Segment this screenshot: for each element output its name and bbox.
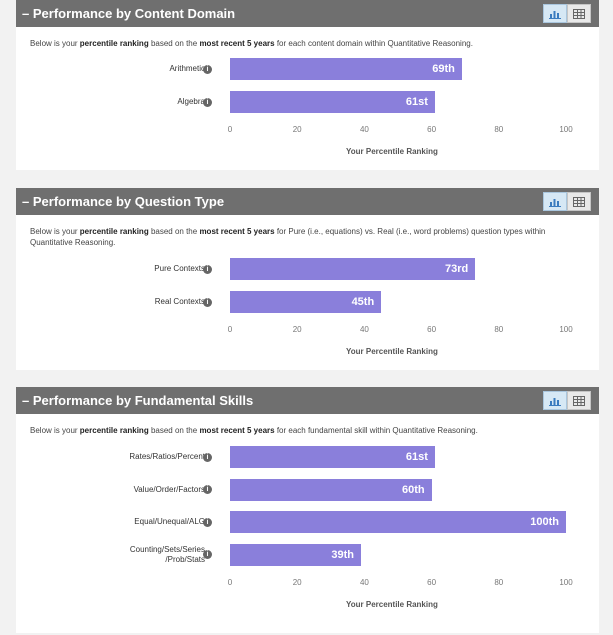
section-title: Performance by Content Domain	[32, 6, 236, 21]
bar[interactable]: 60th	[230, 478, 432, 501]
section-description: Below is your percentile ranking based o…	[30, 426, 478, 435]
view-toggle	[543, 192, 591, 211]
category-label: Real Contexts	[154, 297, 205, 306]
x-tick-label: 80	[494, 577, 504, 587]
info-icon[interactable]: i	[203, 517, 212, 527]
x-tick-label: 0	[227, 125, 233, 134]
percentile-chart: Pure Contexts i 73rd Real Contexts i 45th 0 20 4…	[16, 188, 599, 370]
x-tick-label: 0	[227, 325, 233, 334]
bar[interactable]: 73rd	[230, 258, 476, 280]
x-axis-label: Your Percentile Ranking	[346, 347, 438, 356]
section-fundamental-skills: – Performance by Fundamental Skills Belo…	[16, 387, 599, 633]
x-tick-label: 60	[427, 125, 437, 134]
bar-value-label: 61st	[405, 451, 428, 463]
category-label: Pure Contexts	[154, 264, 205, 273]
info-icon[interactable]: i	[203, 452, 212, 462]
section-header[interactable]: – Performance by Content Domain	[16, 0, 599, 27]
x-tick-label: 100	[559, 325, 573, 334]
table-view-button[interactable]	[567, 391, 591, 410]
chart-view-button[interactable]	[543, 192, 567, 211]
x-tick-label: 60	[427, 325, 437, 334]
bar[interactable]: 61st	[230, 446, 435, 468]
section-description: Below is your percentile ranking based o…	[30, 39, 473, 48]
table-view-button[interactable]	[567, 4, 591, 23]
percentile-chart: Arithmetic i 69th Algebra i 61st 0 20 40 60 80 100 Y…	[16, 0, 599, 170]
x-tick-label: 80	[494, 125, 504, 134]
view-toggle	[543, 391, 591, 410]
section-header[interactable]: – Performance by Fundamental Skills	[16, 387, 599, 414]
x-axis-label: Your Percentile Ranking	[346, 599, 438, 609]
collapse-icon[interactable]: –	[22, 393, 30, 408]
section-description: Below is your percentile ranking based o…	[30, 227, 546, 247]
table-icon	[573, 8, 585, 19]
info-icon[interactable]: i	[203, 550, 212, 559]
bar-chart-icon	[549, 397, 561, 406]
category-label: Value/Order/Factors	[133, 484, 205, 494]
table-icon	[573, 395, 585, 406]
view-toggle	[543, 4, 591, 23]
info-icon[interactable]: i	[203, 64, 212, 74]
x-tick-label: 100	[559, 125, 573, 134]
category-label: Arithmetic	[169, 64, 205, 73]
section-title: Performance by Question Type	[32, 194, 225, 209]
x-tick-label: 20	[292, 325, 302, 334]
x-tick-label: 40	[359, 125, 369, 134]
x-tick-label: 100	[559, 577, 573, 587]
section-content-domain: – Performance by Content Domain Below is…	[16, 0, 599, 170]
x-tick-label: 20	[292, 577, 302, 587]
bar-value-label: 73rd	[445, 263, 469, 275]
bar-value-label: 39th	[331, 548, 355, 561]
x-axis-label: Your Percentile Ranking	[346, 147, 438, 156]
info-icon[interactable]: i	[203, 297, 212, 307]
collapse-icon[interactable]: –	[22, 194, 30, 209]
bar-chart-icon	[549, 10, 561, 19]
bar-value-label: 69th	[432, 63, 455, 75]
x-tick-label: 60	[427, 577, 437, 587]
section-header[interactable]: – Performance by Question Type	[16, 188, 599, 215]
section-title: Performance by Fundamental Skills	[32, 393, 254, 408]
bar-value-label: 61st	[405, 96, 428, 108]
bar[interactable]: 69th	[230, 58, 462, 80]
bar-chart-icon	[549, 198, 561, 207]
x-tick-label: 20	[292, 125, 302, 134]
section-question-type: – Performance by Question Type Below is …	[16, 188, 599, 370]
bar[interactable]: 61st	[230, 91, 435, 113]
x-tick-label: 40	[359, 325, 369, 334]
percentile-chart: Rates/Ratios/Percent i 61st Value/Order/Fac…	[16, 387, 599, 633]
bar[interactable]: 39th	[230, 543, 362, 566]
table-icon	[573, 196, 585, 207]
category-label: Equal/Unequal/ALG	[134, 517, 205, 526]
bar-value-label: 60th	[401, 483, 425, 496]
x-tick-label: 0	[227, 577, 233, 587]
category-label: Counting/Sets/Series/Prob/Stats	[129, 544, 205, 564]
category-label: Algebra	[177, 97, 205, 106]
info-icon[interactable]: i	[203, 97, 212, 107]
bar-value-label: 45th	[351, 296, 375, 308]
table-view-button[interactable]	[567, 192, 591, 211]
chart-view-button[interactable]	[543, 4, 567, 23]
info-icon[interactable]: i	[203, 264, 212, 274]
bar-value-label: 100th	[530, 516, 559, 528]
x-tick-label: 80	[494, 325, 504, 334]
info-icon[interactable]: i	[203, 485, 212, 494]
category-label: Rates/Ratios/Percent	[129, 452, 205, 461]
bar[interactable]: 45th	[230, 291, 382, 313]
bar[interactable]: 100th	[230, 511, 566, 533]
x-tick-label: 40	[359, 577, 369, 587]
chart-view-button[interactable]	[543, 391, 567, 410]
collapse-icon[interactable]: –	[22, 6, 30, 21]
